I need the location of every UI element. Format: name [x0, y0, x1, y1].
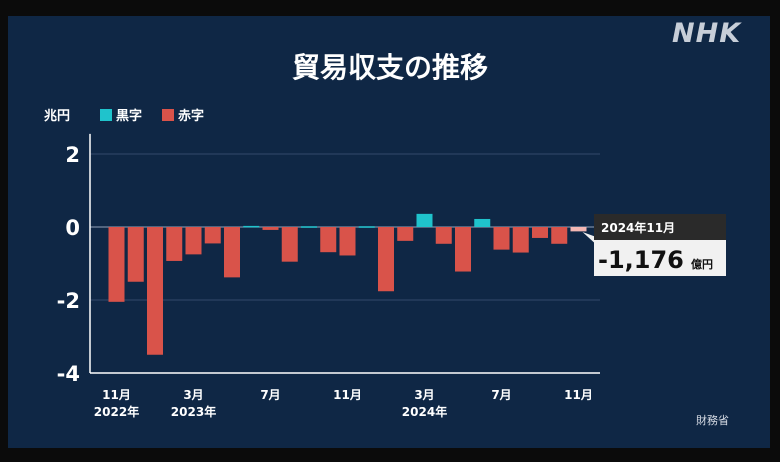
y-unit-label: 兆円: [44, 108, 70, 124]
bar: [493, 227, 510, 250]
bar: [532, 227, 548, 238]
bar: [185, 227, 202, 255]
legend-swatch-0: [100, 109, 112, 121]
x-tick-label: 7月: [491, 388, 511, 402]
bar: [416, 213, 433, 227]
bar: [281, 227, 298, 262]
x-tick-label: 3月: [414, 388, 434, 402]
bar: [147, 227, 163, 355]
x-tick-year-label: 2024年: [402, 404, 447, 419]
bar: [262, 227, 279, 230]
callout-unit: 億円: [691, 257, 713, 271]
x-tick-label: 11月: [333, 388, 362, 402]
bar: [320, 227, 337, 253]
x-tick-year-label: 2023年: [171, 404, 216, 419]
brand-logo: NHK: [672, 18, 742, 49]
x-tick-label: 11月: [564, 388, 593, 402]
bar: [243, 225, 260, 228]
bar: [378, 227, 394, 292]
bar: [127, 227, 144, 282]
callout-date-box: [594, 214, 726, 240]
legend-swatch-1: [162, 109, 174, 121]
y-tick-label: 2: [65, 143, 80, 167]
bar: [474, 218, 491, 227]
bar: [570, 227, 587, 232]
source-label: 財務省: [696, 414, 729, 427]
bar: [435, 227, 452, 244]
legend-label-0: 黒字: [116, 108, 142, 124]
x-tick-label: 7月: [260, 388, 280, 402]
y-tick-label: -2: [57, 289, 80, 313]
x-tick-label: 11月: [102, 388, 131, 402]
bar: [455, 227, 471, 272]
y-tick-label: 0: [65, 216, 80, 240]
bar: [358, 226, 375, 228]
bar: [204, 227, 221, 244]
bar: [551, 227, 568, 244]
bar: [108, 227, 125, 302]
chart-title: 貿易収支の推移: [291, 51, 488, 84]
callout-value: -1,176: [598, 246, 684, 274]
legend-label-1: 赤字: [178, 108, 204, 124]
y-tick-label: -4: [57, 362, 80, 386]
bar: [166, 227, 183, 261]
callout-date: 2024年11月: [601, 220, 675, 235]
bar: [224, 227, 240, 278]
bar: [397, 227, 414, 241]
x-tick-label: 3月: [183, 388, 203, 402]
bar: [512, 227, 529, 253]
callout-value-box: [594, 240, 726, 276]
bar: [301, 226, 317, 228]
bar: [339, 227, 356, 256]
x-tick-year-label: 2022年: [94, 404, 139, 419]
